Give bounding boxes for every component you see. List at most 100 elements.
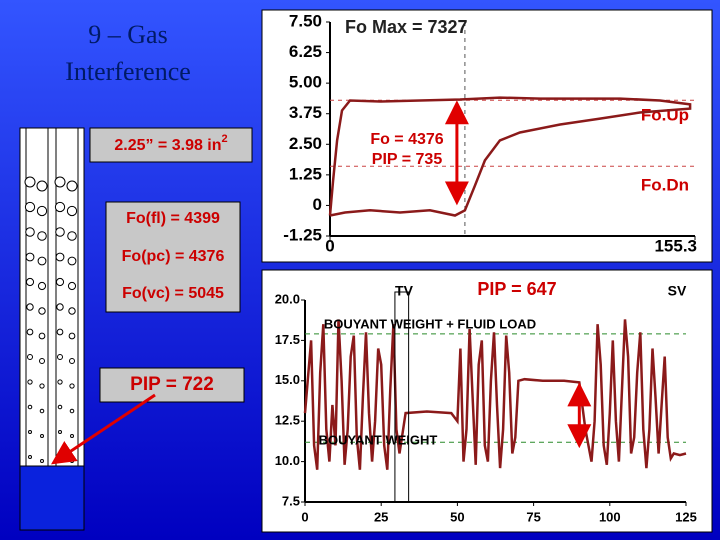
pip-label: PIP = 722 [130, 374, 214, 395]
annotation: PIP = 735 [372, 151, 443, 168]
bubble [54, 201, 66, 213]
annotation: BOUYANT WEIGHT + FLUID LOAD [324, 316, 536, 331]
bubble [28, 455, 32, 459]
bubble [57, 354, 63, 360]
bubble [70, 434, 74, 438]
bubble [68, 332, 76, 340]
annotation: SV [668, 283, 687, 299]
chart-title: Fo Max = 7327 [345, 17, 468, 37]
bubble [54, 176, 66, 188]
bubble [26, 303, 34, 311]
bubble [24, 201, 36, 213]
y-tick-label: 17.5 [275, 332, 300, 347]
y-tick-label: 3.75 [289, 103, 322, 122]
x-tick-label: 100 [599, 509, 621, 524]
bubble [27, 354, 33, 360]
y-tick-label: 6.25 [289, 42, 322, 61]
bubble [26, 328, 34, 336]
slide-title: 9 – Gas Interference [65, 20, 191, 86]
y-tick-label: 7.5 [282, 493, 300, 508]
bubble [36, 180, 48, 192]
bubble [69, 358, 75, 364]
tv-window [394, 291, 410, 503]
x-tick-label: 0 [325, 236, 334, 255]
annotation: Fo = 4376 [370, 131, 443, 148]
fluid [19, 465, 85, 531]
bubble [68, 307, 76, 315]
x-tick-label: 50 [450, 509, 464, 524]
x-tick-label: 0 [301, 509, 308, 524]
chart-panel [261, 269, 713, 533]
text-box [89, 127, 253, 163]
annotation: PIP = 647 [477, 279, 556, 299]
bubble [55, 277, 65, 287]
bubble [70, 459, 74, 463]
bubble [67, 256, 77, 266]
bubble [56, 328, 64, 336]
bubble [25, 252, 35, 262]
bubble [39, 358, 45, 364]
bubble [36, 205, 48, 217]
bubble [66, 180, 78, 192]
bubble [37, 281, 47, 291]
data-line [328, 96, 692, 217]
bubble [25, 227, 35, 237]
y-tick-label: 7.50 [289, 11, 322, 30]
y-tick-label: 1.25 [289, 164, 322, 183]
title-line: Interference [65, 57, 191, 86]
bubble [40, 434, 44, 438]
bubble [27, 404, 33, 410]
title-line: 9 – Gas [88, 20, 167, 49]
bubble [55, 227, 65, 237]
bubble [38, 332, 46, 340]
area-text: 2.25” = 3.98 in [114, 137, 221, 154]
bubble [38, 307, 46, 315]
reference-label: Fo.Dn [641, 175, 689, 194]
y-tick-label: -1.25 [283, 225, 322, 244]
y-tick-label: 15.0 [275, 372, 300, 387]
data-line [303, 319, 687, 470]
load-label: Fo(vc) = 5045 [122, 285, 224, 302]
annotation: BOUYANT WEIGHT [319, 432, 438, 447]
bubble [69, 408, 75, 414]
bubble [39, 408, 45, 414]
bubble [67, 281, 77, 291]
y-tick-label: 2.50 [289, 134, 322, 153]
pump-column [19, 127, 85, 531]
bubble [24, 176, 36, 188]
load-label: Fo(pc) = 4376 [122, 248, 225, 265]
bubble [69, 383, 75, 389]
bubble [39, 383, 45, 389]
bubble [66, 205, 78, 217]
bubble [67, 231, 77, 241]
area-label: 2.25” = 3.98 in2 [114, 133, 227, 154]
bubble [56, 303, 64, 311]
text-box [99, 367, 245, 403]
bubble [58, 430, 62, 434]
bubble [57, 379, 63, 385]
x-tick-label: 25 [374, 509, 388, 524]
y-tick-label: 20.0 [275, 291, 300, 306]
x-tick-label: 155.3 [654, 236, 697, 255]
area-superscript: 2 [222, 133, 228, 145]
y-tick-label: 12.5 [275, 413, 300, 428]
bubble [28, 430, 32, 434]
bubble [40, 459, 44, 463]
bubble [37, 231, 47, 241]
pointer-arrow [51, 393, 156, 465]
x-tick-label: 125 [675, 509, 697, 524]
y-tick-label: 5.00 [289, 73, 322, 92]
annotation: TV [395, 283, 414, 299]
bubble [37, 256, 47, 266]
y-tick-label: 0 [313, 195, 322, 214]
bubble [25, 277, 35, 287]
bubble [55, 252, 65, 262]
y-tick-label: 10.0 [275, 453, 300, 468]
load-label: Fo(fl) = 4399 [126, 210, 220, 227]
x-tick-label: 75 [526, 509, 540, 524]
bubble [57, 404, 63, 410]
bubble [27, 379, 33, 385]
text-box [105, 201, 241, 313]
